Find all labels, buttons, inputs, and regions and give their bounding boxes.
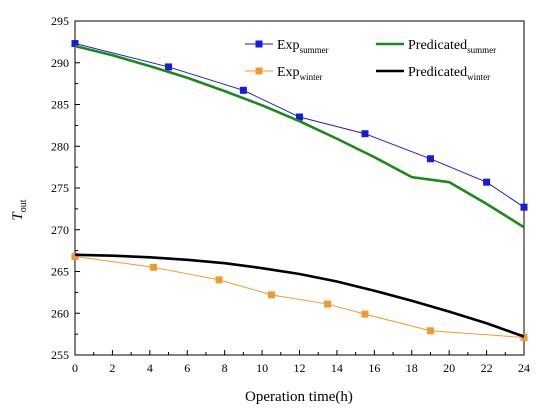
legend-label: Expwinter (277, 65, 323, 82)
data-point (267, 291, 275, 299)
series-exp_winter (71, 252, 528, 341)
y-axis-label-main: T (10, 211, 26, 221)
legend-item-exp_summer: Expsummer (245, 38, 329, 55)
x-tick-label: 22 (481, 361, 493, 375)
data-point (361, 310, 369, 318)
x-tick-label: 20 (443, 361, 455, 375)
y-tick-label: 285 (51, 98, 69, 112)
legend: Expsummer Predicatedsummer Expwinter Predic… (245, 38, 496, 82)
y-tick-label: 260 (51, 306, 69, 320)
y-tick-label: 290 (51, 56, 69, 70)
legend-item-exp_winter: Expwinter (245, 65, 323, 82)
data-point (361, 130, 369, 138)
y-axis-label: Tout (10, 199, 29, 220)
x-tick-label: 0 (72, 361, 78, 375)
series-line-pred_winter (74, 253, 525, 338)
y-tick-label: 270 (51, 223, 69, 237)
series-exp_summer (71, 40, 528, 211)
x-tick-label: 24 (518, 361, 530, 375)
x-axis-label: Operation time(h) (245, 389, 353, 405)
legend-item-pred_summer: Predicatedsummer (376, 38, 496, 55)
legend-label: Predicatedsummer (408, 38, 496, 55)
x-tick-label: 4 (147, 361, 153, 375)
y-tick-label: 265 (51, 265, 69, 279)
data-point (426, 327, 434, 335)
x-tick-label: 18 (406, 361, 418, 375)
y-tick-label: 275 (51, 181, 69, 195)
data-point (520, 203, 528, 211)
data-point (215, 276, 223, 284)
series-pred_summer (74, 44, 525, 229)
data-point (296, 113, 303, 121)
y-tick-label: 255 (51, 348, 69, 362)
y-tick-label: 280 (51, 139, 69, 153)
legend-label: Expsummer (277, 38, 329, 55)
legend-marker (255, 40, 263, 48)
legend-label: Predicatedwinter (408, 65, 490, 82)
legend-marker (255, 67, 263, 75)
y-tick-label: 295 (51, 14, 69, 28)
data-point (426, 155, 434, 163)
data-point (150, 263, 158, 271)
data-point (483, 178, 491, 186)
x-axis-ticks: 0 2 4 6 8 10 12 14 16 18 20 22 24 (72, 350, 530, 375)
series-line-pred_summer (74, 44, 525, 229)
data-point (71, 40, 79, 48)
series-layer (71, 40, 528, 341)
data-point (71, 252, 79, 260)
data-point (520, 333, 528, 341)
data-point (239, 86, 247, 94)
y-axis-ticks: 255 260 265 270 275 280 285 290 295 (51, 14, 80, 362)
x-tick-label: 10 (256, 361, 268, 375)
series-line-exp_summer (74, 43, 525, 208)
y-axis-label-sub: out (18, 199, 29, 212)
x-tick-label: 12 (294, 361, 306, 375)
x-tick-label: 2 (109, 361, 115, 375)
series-line-exp_winter (74, 255, 525, 338)
data-point (165, 63, 173, 71)
x-tick-label: 14 (331, 361, 343, 375)
series-pred_winter (74, 253, 525, 338)
legend-item-pred_winter: Predicatedwinter (376, 65, 490, 82)
data-point (324, 300, 332, 308)
x-tick-label: 6 (184, 361, 190, 375)
x-tick-label: 8 (222, 361, 228, 375)
x-tick-label: 16 (368, 361, 380, 375)
